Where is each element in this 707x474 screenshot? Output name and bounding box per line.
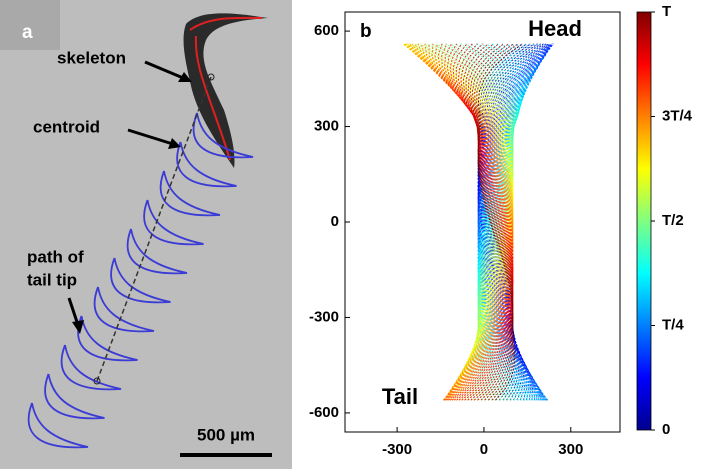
tail-outline — [176, 141, 237, 188]
arrow-head — [72, 320, 84, 334]
panel-label: a — [22, 22, 33, 43]
arrow — [127, 128, 177, 147]
arrow-head — [168, 138, 181, 149]
skeleton-curve — [460, 43, 514, 401]
skeleton-curve — [477, 43, 552, 401]
skeleton-curve — [465, 43, 514, 401]
skeleton-curve — [477, 43, 523, 401]
skeleton-curve — [457, 43, 514, 401]
skeleton-curve — [477, 43, 531, 401]
tail-path — [27, 112, 254, 449]
colorbar-tick-label: 3T/4 — [662, 107, 693, 124]
skeleton-curve — [477, 43, 541, 401]
skeleton-curve — [467, 43, 514, 401]
skeleton-curve — [477, 43, 551, 401]
centroid-path — [96, 76, 212, 382]
arrow-head — [178, 72, 192, 82]
skeleton-curve — [404, 43, 514, 401]
skeleton-curve — [423, 43, 514, 401]
skeleton-curve — [441, 43, 514, 401]
skeleton-line — [189, 16, 263, 161]
y-tick-label: 300 — [314, 118, 339, 135]
skeleton-curve — [477, 43, 549, 401]
arrow — [67, 297, 80, 326]
tail-outline — [27, 402, 89, 449]
tail-outline — [77, 315, 138, 362]
skeleton-curve — [455, 43, 514, 401]
skeleton-curve — [477, 43, 541, 401]
skeleton-curve — [460, 43, 517, 401]
panel-label: b — [360, 21, 372, 42]
tail-outline — [60, 344, 122, 391]
colorbar-tick-label: T — [662, 3, 671, 20]
skeleton-curve — [445, 43, 515, 401]
annotation: path of — [27, 247, 84, 266]
colorbar-tick-label: T/4 — [662, 316, 684, 333]
annotation: Head — [528, 16, 582, 41]
skeleton-curve — [477, 43, 544, 401]
x-tick-label: 0 — [480, 441, 488, 458]
skeleton-curve — [477, 43, 537, 401]
centroid-start — [93, 377, 101, 385]
tail-outline — [110, 257, 171, 304]
panel-a: a skeleton centroid path of tail tip 500… — [0, 0, 292, 469]
skeleton-curve — [477, 43, 547, 401]
skeleton-curve — [411, 43, 514, 401]
skeleton-curve — [407, 43, 514, 401]
skeleton-curve — [440, 43, 514, 401]
skeleton-curve — [405, 43, 514, 401]
x-tick-label: -300 — [382, 441, 412, 458]
skeleton-curve — [469, 43, 514, 401]
tail-outline — [159, 170, 221, 217]
skeleton-curve — [477, 43, 529, 401]
skeleton-curve — [471, 43, 514, 401]
colorbar-tick-label: T/2 — [662, 212, 684, 229]
skeleton-curve — [474, 43, 514, 401]
y-tick-label: -600 — [309, 404, 339, 421]
annotation: Tail — [382, 384, 418, 409]
y-tick-label: 0 — [331, 213, 339, 230]
skeleton-curve — [407, 43, 514, 401]
skeleton-curve — [477, 43, 554, 401]
skeleton-curve — [462, 43, 514, 401]
tail-outline — [44, 373, 105, 420]
tail-outline — [93, 286, 155, 333]
skeleton-curve — [477, 43, 534, 401]
tail-outline — [126, 228, 188, 275]
micrograph — [0, 0, 292, 469]
skeleton-curve — [477, 43, 548, 401]
skeleton-curve — [477, 43, 538, 401]
skeleton-curve — [402, 43, 514, 401]
scale-bar-label: 500 µm — [197, 425, 255, 444]
x-tick-label: 300 — [558, 441, 583, 458]
y-tick-label: -300 — [309, 308, 339, 325]
skeleton-curve — [449, 43, 514, 401]
annotation: centroid — [33, 117, 100, 136]
annotation: skeleton — [57, 48, 126, 67]
colorbar — [636, 11, 652, 431]
y-tick-label: 600 — [314, 22, 339, 39]
skeleton-curve — [476, 43, 519, 401]
arrow — [144, 60, 189, 82]
skeleton-curve — [444, 43, 514, 401]
colorbar-tick-label: 0 — [662, 421, 670, 438]
skeleton-curves — [402, 43, 554, 401]
skeleton-curve — [452, 43, 514, 401]
tail-outline — [143, 199, 204, 246]
label-box — [0, 0, 60, 50]
tail-outline — [192, 112, 254, 159]
skeleton-curve — [477, 43, 539, 401]
annotation: tail tip — [27, 270, 77, 289]
centroid-end — [207, 73, 215, 81]
